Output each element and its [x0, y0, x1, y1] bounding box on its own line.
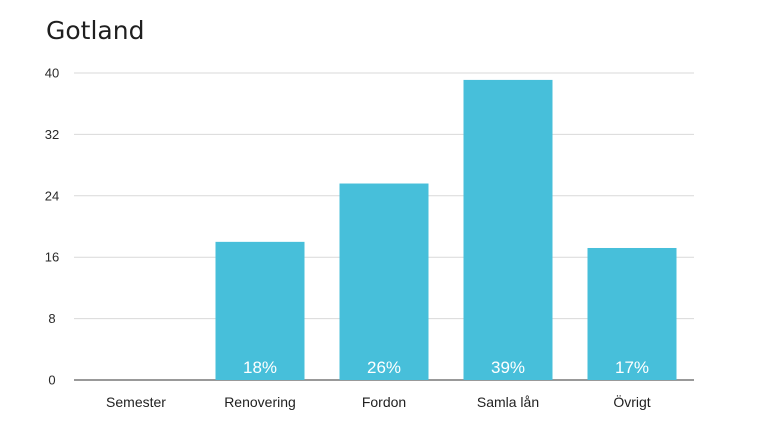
x-tick-label: Semester — [106, 394, 166, 410]
x-tick-label: Samla lån — [477, 394, 539, 410]
bar-4[interactable] — [587, 247, 677, 380]
data-label: 17% — [615, 358, 649, 377]
bar-2[interactable] — [339, 183, 429, 380]
data-label: 26% — [367, 358, 401, 377]
bar-1[interactable] — [215, 241, 305, 380]
chart-title: Gotland — [46, 16, 145, 45]
y-tick-label: 40 — [45, 66, 59, 81]
y-tick-label: 32 — [45, 127, 59, 142]
x-tick-label: Övrigt — [613, 393, 650, 410]
y-tick-label: 16 — [45, 250, 59, 265]
data-label: 18% — [243, 358, 277, 377]
x-tick-label: Fordon — [362, 394, 406, 410]
x-tick-label: Renovering — [224, 394, 296, 410]
y-tick-label: 24 — [45, 188, 59, 203]
bar-3[interactable] — [463, 79, 553, 380]
data-label: 39% — [491, 358, 525, 377]
y-tick-label: 8 — [48, 311, 55, 326]
y-tick-label: 0 — [48, 373, 55, 388]
